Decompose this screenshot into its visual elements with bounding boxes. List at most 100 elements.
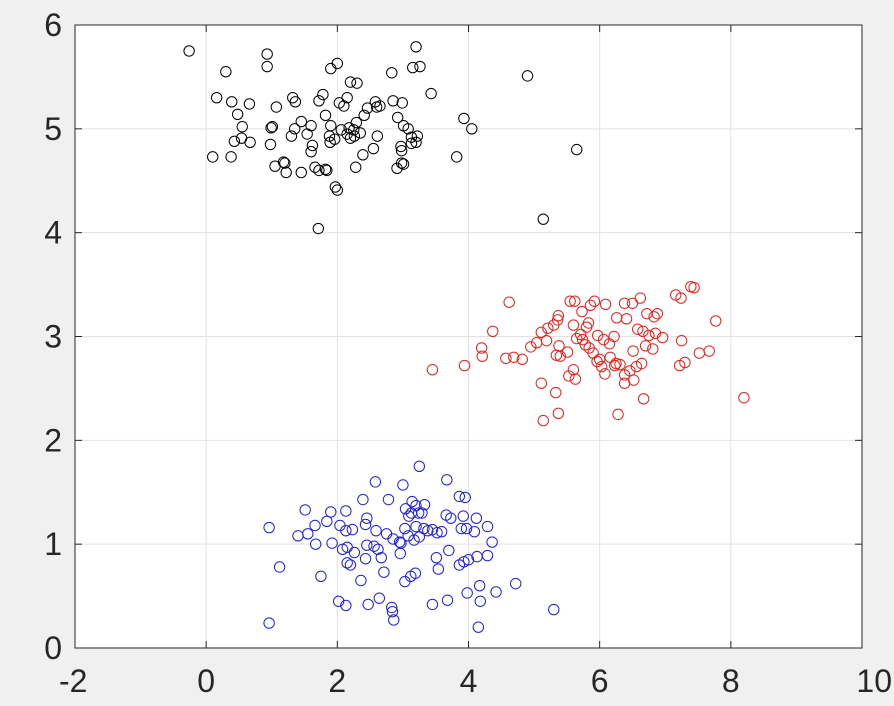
x-tick-label: -2 [59, 663, 87, 699]
data-point [354, 127, 366, 139]
data-point [612, 408, 624, 421]
data-point [273, 561, 286, 573]
data-point [319, 109, 332, 122]
data-point [413, 460, 426, 472]
data-point [361, 102, 374, 114]
data-point [397, 158, 410, 170]
data-point [361, 512, 373, 524]
data-point [305, 120, 317, 132]
data-point [319, 163, 332, 176]
data-point [569, 295, 581, 307]
series-2 [263, 460, 560, 633]
data-point [359, 553, 372, 565]
data-point [355, 574, 367, 587]
data-point [372, 543, 384, 556]
data-point [649, 327, 662, 340]
data-point [280, 166, 292, 179]
data-point [588, 295, 601, 307]
data-point [643, 329, 655, 342]
data-point [584, 299, 597, 312]
data-point [393, 536, 406, 548]
data-point [620, 313, 633, 325]
data-point [321, 164, 333, 177]
y-tick-label: 1 [44, 526, 62, 562]
y-axis-ticks: 0 1 2 3 4 5 6 [44, 7, 862, 666]
data-point [315, 570, 327, 583]
data-point [340, 599, 352, 612]
data-point [285, 130, 298, 142]
data-point [582, 317, 595, 329]
data-point [458, 359, 471, 372]
data-point [540, 334, 553, 347]
data-point [317, 88, 329, 101]
data-point [548, 603, 560, 616]
data-point [335, 124, 347, 136]
data-point [413, 531, 426, 543]
data-point [571, 332, 583, 345]
data-point [466, 123, 478, 135]
data-point [574, 328, 587, 341]
data-point [220, 66, 232, 78]
data-point [362, 598, 374, 611]
data-point [738, 392, 750, 404]
data-point [610, 357, 622, 370]
data-point [637, 393, 650, 405]
data-point [561, 346, 574, 358]
data-point [508, 351, 520, 363]
data-point [537, 414, 549, 427]
data-point [313, 164, 325, 177]
data-point [386, 601, 398, 614]
data-point [503, 296, 515, 308]
data-point [350, 116, 363, 129]
data-point [567, 319, 580, 331]
data-point [263, 521, 275, 534]
data-point [550, 386, 562, 399]
data-point [656, 331, 669, 344]
data-point [476, 350, 488, 362]
data-point [647, 343, 659, 355]
data-point [542, 322, 554, 334]
data-point [431, 527, 443, 539]
data-point [341, 91, 353, 104]
data-point [628, 374, 640, 386]
data-point [369, 476, 382, 488]
data-point [576, 305, 588, 318]
data-point [648, 311, 660, 323]
data-point [472, 621, 485, 633]
data-point [535, 326, 547, 339]
series-1 [426, 280, 750, 427]
data-point [569, 373, 582, 385]
data-point [387, 95, 399, 107]
data-point [391, 111, 404, 124]
data-point [270, 101, 283, 113]
data-point [422, 524, 434, 537]
data-point [441, 594, 454, 606]
data-point [627, 345, 639, 357]
data-point [263, 617, 275, 629]
data-point [312, 222, 325, 235]
data-point [329, 181, 342, 193]
data-point [461, 587, 473, 599]
data-point [368, 540, 380, 552]
data-point [521, 70, 534, 82]
data-point [688, 281, 700, 294]
data-point [426, 598, 439, 611]
data-point [500, 352, 512, 365]
data-point [289, 123, 301, 135]
data-point [525, 341, 537, 353]
data-point [651, 307, 664, 320]
data-point [703, 345, 715, 357]
data-point [410, 520, 422, 533]
data-point [397, 479, 409, 491]
data-point [374, 100, 386, 112]
data-point [395, 144, 408, 157]
data-point [410, 136, 422, 149]
data-point [399, 503, 412, 515]
data-point [632, 323, 644, 335]
data-point [595, 360, 608, 373]
data-point [552, 310, 565, 322]
data-point [679, 356, 691, 369]
data-point [486, 536, 498, 548]
data-point [264, 138, 277, 151]
data-point [614, 358, 626, 371]
